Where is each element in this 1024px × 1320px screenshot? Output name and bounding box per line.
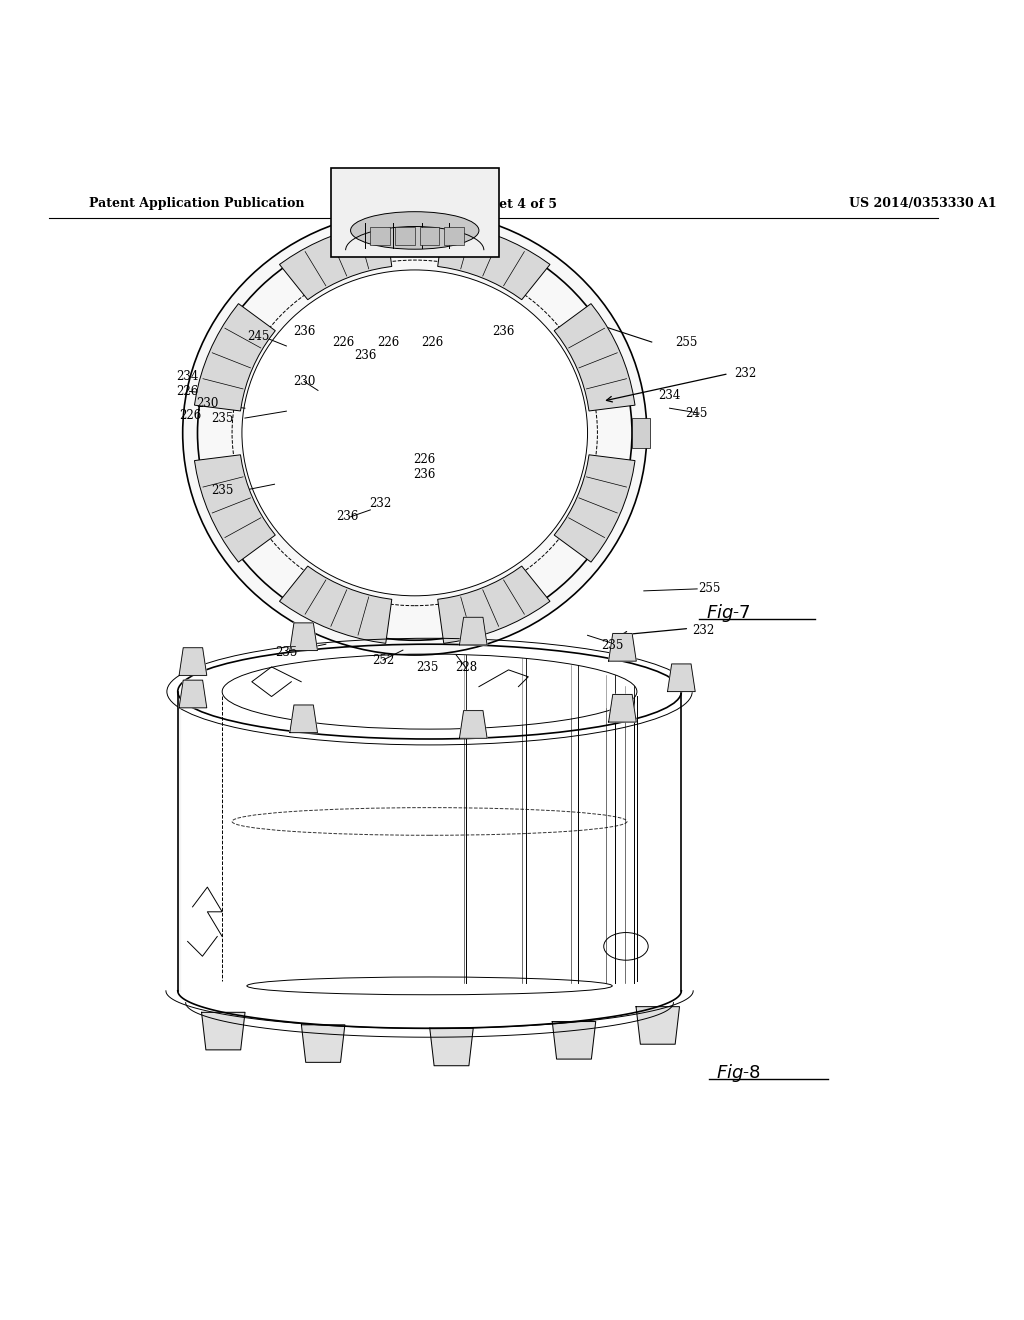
Text: 230: 230 — [293, 375, 315, 388]
Text: 236: 236 — [414, 467, 436, 480]
Bar — [632, 418, 650, 447]
Text: 234: 234 — [658, 389, 681, 401]
Polygon shape — [668, 664, 695, 692]
Polygon shape — [195, 304, 275, 411]
Polygon shape — [290, 705, 317, 733]
Polygon shape — [608, 634, 636, 661]
Polygon shape — [460, 618, 487, 645]
Text: 252: 252 — [372, 653, 394, 667]
Text: 235: 235 — [601, 639, 624, 652]
Polygon shape — [301, 1024, 345, 1063]
Bar — [371, 227, 390, 246]
Polygon shape — [552, 1022, 596, 1059]
Polygon shape — [460, 710, 487, 738]
Text: 236: 236 — [293, 325, 315, 338]
Text: 235: 235 — [211, 412, 233, 425]
Text: 234: 234 — [176, 370, 199, 383]
Polygon shape — [178, 692, 180, 991]
Ellipse shape — [198, 226, 632, 640]
Ellipse shape — [182, 211, 647, 655]
Text: 226: 226 — [333, 335, 354, 348]
Text: 235: 235 — [417, 661, 438, 675]
Polygon shape — [554, 304, 635, 411]
Text: Patent Application Publication: Patent Application Publication — [89, 197, 304, 210]
Bar — [444, 227, 464, 246]
Polygon shape — [290, 623, 317, 651]
Text: US 2014/0353330 A1: US 2014/0353330 A1 — [849, 197, 996, 210]
Polygon shape — [280, 222, 392, 300]
Text: 226: 226 — [377, 335, 399, 348]
Polygon shape — [430, 1028, 473, 1065]
Text: 226: 226 — [176, 385, 199, 397]
Bar — [395, 227, 415, 246]
Text: 226: 226 — [414, 453, 436, 466]
Bar — [420, 227, 439, 246]
Text: Dec. 4, 2014   Sheet 4 of 5: Dec. 4, 2014 Sheet 4 of 5 — [372, 197, 557, 210]
Text: 235: 235 — [275, 645, 298, 659]
Text: 236: 236 — [493, 325, 515, 338]
Text: $\mathit{Fig}$-$\mathit{8}$: $\mathit{Fig}$-$\mathit{8}$ — [716, 1061, 761, 1084]
Text: 230: 230 — [197, 397, 218, 409]
Text: 226: 226 — [422, 335, 443, 348]
Ellipse shape — [242, 271, 588, 595]
Text: 232: 232 — [734, 367, 757, 380]
Text: 255: 255 — [675, 335, 697, 348]
Text: 245: 245 — [685, 407, 708, 420]
Polygon shape — [280, 566, 392, 643]
Text: $\mathit{Fig}$-$\mathit{7}$: $\mathit{Fig}$-$\mathit{7}$ — [706, 602, 751, 623]
Polygon shape — [179, 648, 207, 676]
Text: 232: 232 — [692, 624, 714, 636]
Polygon shape — [195, 455, 275, 562]
Polygon shape — [437, 222, 550, 300]
Text: 236: 236 — [354, 350, 377, 363]
Polygon shape — [179, 680, 207, 708]
Polygon shape — [608, 694, 636, 722]
Text: 235: 235 — [211, 483, 233, 496]
Text: 226: 226 — [179, 409, 202, 421]
Text: 245: 245 — [248, 330, 270, 343]
Text: 236: 236 — [337, 511, 358, 523]
Polygon shape — [636, 1007, 680, 1044]
Polygon shape — [554, 455, 635, 562]
Text: 228: 228 — [455, 661, 477, 675]
Polygon shape — [437, 566, 550, 643]
Text: 232: 232 — [369, 498, 391, 511]
Ellipse shape — [350, 211, 479, 249]
Text: 255: 255 — [697, 582, 720, 595]
Bar — [331, 168, 499, 257]
Polygon shape — [202, 1012, 245, 1049]
